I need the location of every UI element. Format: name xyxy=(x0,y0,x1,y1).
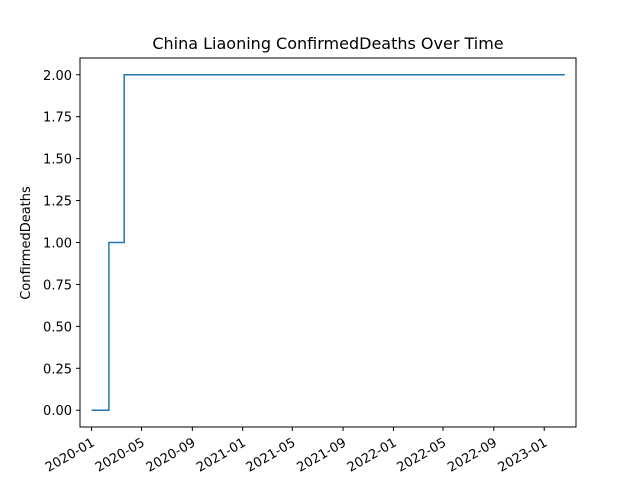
y-tick-label: 1.75 xyxy=(43,111,72,126)
x-tick-label: 2022-09 xyxy=(445,435,500,475)
x-tick-label: 2021-01 xyxy=(194,435,249,475)
x-tick-label: 2020-01 xyxy=(43,435,98,475)
x-tick-label: 2022-05 xyxy=(394,435,449,475)
series-line xyxy=(91,74,565,411)
x-tick-label: 2021-09 xyxy=(295,435,350,475)
y-tick-label: 0.00 xyxy=(43,404,72,419)
x-tick-label: 2023-01 xyxy=(496,435,551,475)
y-tick-label: 0.75 xyxy=(43,278,72,293)
x-tick-label: 2020-09 xyxy=(144,435,199,475)
y-axis-label: ConfirmedDeaths xyxy=(19,186,34,300)
chart-title: China Liaoning ConfirmedDeaths Over Time xyxy=(152,34,503,53)
plot-frame xyxy=(79,57,577,428)
y-tick-label: 1.25 xyxy=(43,195,72,210)
y-axis: 0.00 0.25 0.50 0.75 1.00 1.25 1.50 1.75 2.00 xyxy=(43,69,80,419)
x-tick-label: 2021-05 xyxy=(244,435,299,475)
y-tick-label: 1.00 xyxy=(43,237,72,252)
x-tick-label: 2020-05 xyxy=(93,435,148,475)
x-axis: 2020-012020-052020-092021-012021-052021-… xyxy=(43,427,550,476)
y-tick-label: 2.00 xyxy=(43,69,72,84)
y-tick-label: 0.50 xyxy=(43,320,72,335)
y-tick-label: 1.50 xyxy=(43,153,72,168)
plot-area xyxy=(91,74,565,411)
y-tick-label: 0.25 xyxy=(43,362,72,377)
x-tick-label: 2022-01 xyxy=(345,435,400,475)
